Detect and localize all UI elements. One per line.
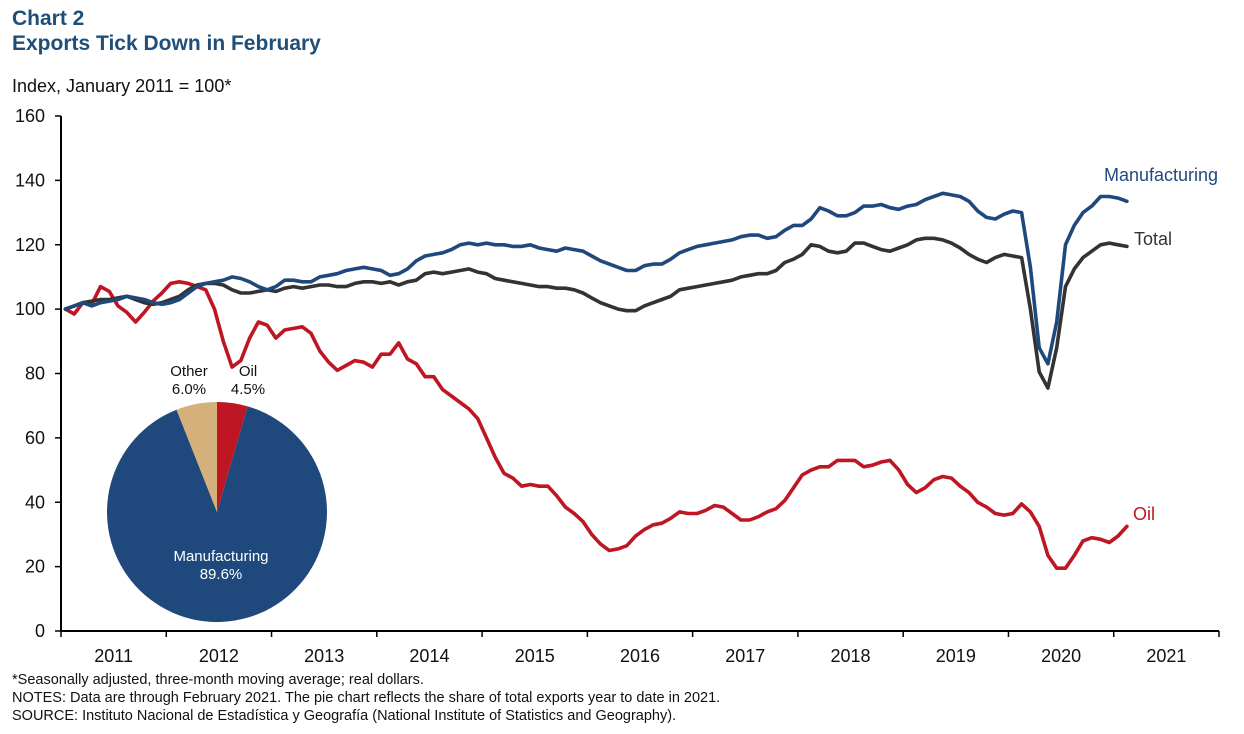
chart-number: Chart 2	[12, 7, 85, 30]
series-labels: Manufacturing Total Oil	[1104, 165, 1218, 524]
y-tick-label: 40	[25, 492, 45, 512]
source: SOURCE: Instituto Nacional de Estadístic…	[12, 708, 677, 724]
pie-label-other: Other	[170, 363, 208, 380]
series-label-manufacturing: Manufacturing	[1104, 165, 1218, 185]
y-tick-label: 60	[25, 428, 45, 448]
y-tick-label: 140	[15, 170, 45, 190]
x-tick-label: 2018	[831, 646, 871, 666]
axes: 0 20 40 60 80 100 120 140 160 2011 2012 2013 2014 201…	[15, 106, 1220, 666]
pie-label-manufacturing: Manufacturing	[173, 548, 268, 565]
series-line-manufacturing	[63, 191, 1129, 366]
pie-value-other: 6.0%	[172, 381, 206, 398]
footnote: *Seasonally adjusted, three-month moving…	[12, 672, 424, 688]
x-tick-label: 2019	[936, 646, 976, 666]
y-axis-unit-label: Index, January 2011 = 100*	[12, 76, 232, 96]
notes: NOTES: Data are through February 2021. T…	[12, 690, 721, 706]
x-tick-label: 2012	[199, 646, 239, 666]
series-lines	[63, 191, 1129, 571]
x-tick-label: 2013	[304, 646, 344, 666]
x-tick-label: 2015	[515, 646, 555, 666]
y-tick-label: 0	[35, 621, 45, 641]
series-label-oil: Oil	[1133, 504, 1155, 524]
series-label-total: Total	[1134, 229, 1172, 249]
pie-value-oil: 4.5%	[231, 381, 265, 398]
y-tick-label: 120	[15, 235, 45, 255]
series-line-oil	[63, 279, 1129, 571]
pie-slice-oil	[217, 402, 248, 512]
x-tick-label: 2021	[1146, 646, 1186, 666]
y-tick-label: 100	[15, 299, 45, 319]
y-tick-label: 160	[15, 106, 45, 126]
x-tick-label: 2017	[725, 646, 765, 666]
y-tick-label: 80	[25, 364, 45, 384]
x-tick-label: 2016	[620, 646, 660, 666]
pie-value-manufacturing: 89.6%	[200, 566, 243, 583]
x-tick-label: 2011	[94, 646, 133, 666]
chart-title: Exports Tick Down in February	[12, 32, 321, 55]
x-tick-label: 2014	[409, 646, 449, 666]
pie-slice-manufacturing	[106, 406, 327, 622]
x-tick-label: 2020	[1041, 646, 1081, 666]
pie-label-oil: Oil	[239, 363, 257, 380]
y-tick-label: 20	[25, 557, 45, 577]
series-line-total	[63, 236, 1129, 390]
pie-slice-other	[176, 402, 217, 512]
